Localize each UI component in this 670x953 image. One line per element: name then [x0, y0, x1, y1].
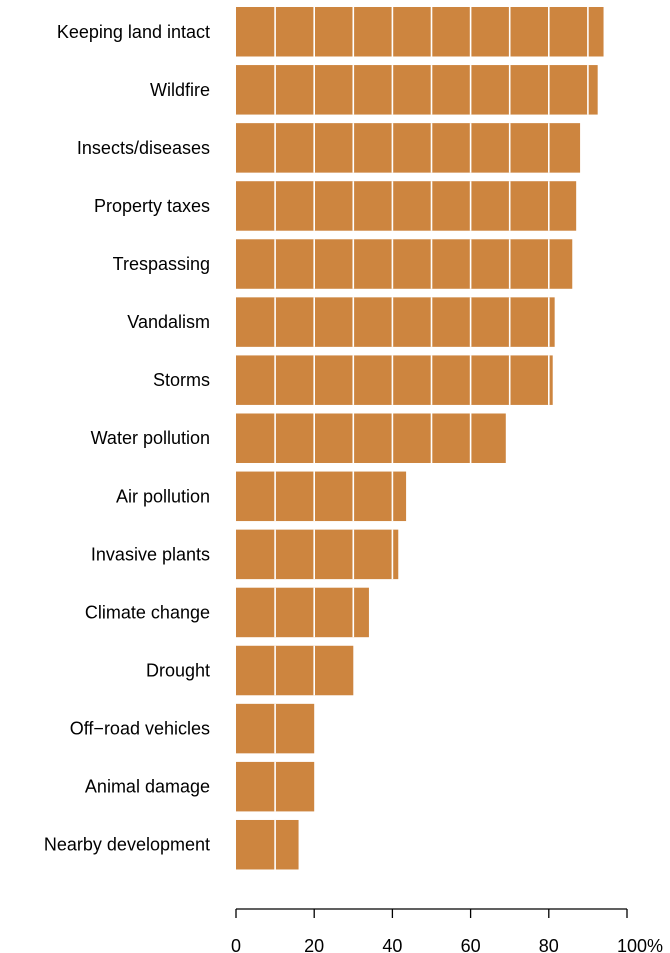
bar-3	[236, 181, 577, 231]
bar-6	[236, 355, 553, 405]
x-tick-label: 40	[382, 936, 402, 953]
category-label: Trespassing	[113, 254, 210, 274]
category-label: Water pollution	[91, 428, 210, 448]
category-label: Drought	[146, 661, 210, 681]
category-label: Climate change	[85, 602, 210, 622]
bar-14	[236, 819, 299, 870]
category-label: Animal damage	[85, 777, 210, 797]
x-tick-label: 100%	[617, 936, 663, 953]
bar-7	[236, 413, 506, 463]
category-label: Air pollution	[116, 486, 210, 506]
bar-9	[236, 529, 399, 580]
category-label: Insects/diseases	[77, 138, 210, 158]
bar-8	[236, 471, 407, 522]
category-label: Property taxes	[94, 196, 210, 216]
bar-11	[236, 645, 354, 696]
category-label: Vandalism	[127, 312, 210, 332]
bar-10	[236, 587, 369, 638]
category-labels-group: Keeping land intact Wildfire Insects/disea…	[44, 22, 210, 855]
bar-5	[236, 297, 555, 347]
category-label: Off−road vehicles	[70, 719, 210, 739]
category-label: Keeping land intact	[57, 22, 210, 42]
gridlines-group	[274, 7, 589, 870]
x-tick-label: 20	[304, 936, 324, 953]
x-tick-label: 0	[231, 936, 241, 953]
bar-1	[236, 65, 598, 115]
category-label: Storms	[153, 370, 210, 390]
bar-2	[236, 123, 581, 173]
bars-group	[236, 7, 604, 870]
x-tick-label: 80	[539, 936, 559, 953]
bar-4	[236, 239, 573, 289]
x-axis: 0 20 40 60 80 100%	[231, 908, 663, 953]
bar-0	[236, 7, 604, 57]
category-label: Wildfire	[150, 80, 210, 100]
category-label: Invasive plants	[91, 544, 210, 564]
category-label: Nearby development	[44, 835, 210, 855]
x-tick-label: 60	[461, 936, 481, 953]
